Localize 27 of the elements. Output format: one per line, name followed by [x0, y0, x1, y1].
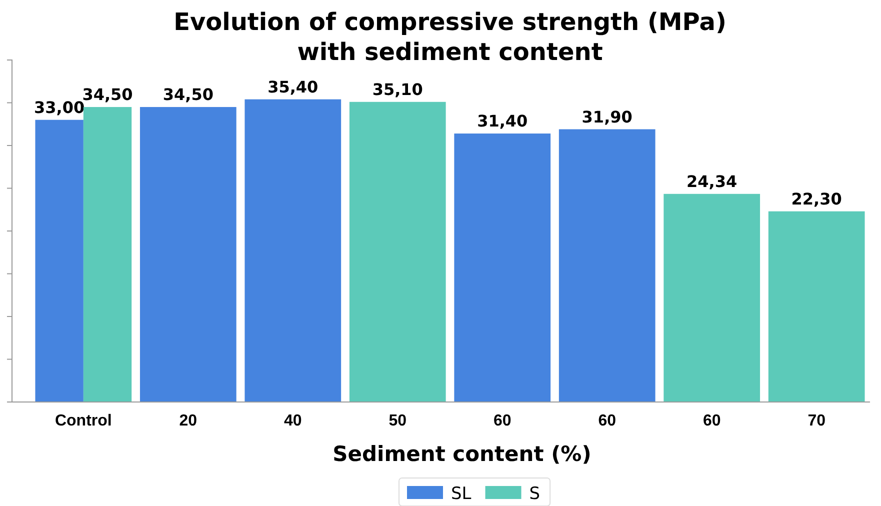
legend-label: SL [451, 484, 472, 504]
x-tick-label: Control [54, 412, 112, 430]
data-label: 31,90 [582, 107, 632, 126]
x-tick-label: 50 [388, 412, 407, 430]
x-tick-label: 60 [598, 412, 616, 430]
x-axis-title: Sediment content (%) [332, 442, 592, 466]
bar [349, 102, 446, 402]
bar [558, 129, 656, 402]
data-label: 22,30 [791, 189, 842, 208]
data-label: 34,50 [162, 85, 214, 104]
legend-label: S [529, 484, 540, 504]
x-tick-label: 20 [179, 412, 198, 430]
data-label: 24,34 [686, 172, 738, 191]
data-label: 35,10 [372, 80, 423, 99]
data-label: 31,40 [477, 112, 528, 131]
chart-title: Evolution of compressive strength (MPa) with sediment content [174, 8, 726, 66]
x-tick-label: 60 [702, 412, 721, 430]
data-label: 35,40 [268, 77, 318, 96]
bar [244, 99, 342, 402]
x-tick-label: 40 [284, 412, 302, 430]
x-tick-label: 60 [493, 412, 512, 430]
bar [454, 134, 551, 402]
x-tick-label: 70 [808, 412, 826, 430]
bar [664, 194, 760, 402]
data-label: 34,50 [82, 85, 133, 104]
bar [768, 211, 865, 402]
bar [140, 107, 236, 402]
